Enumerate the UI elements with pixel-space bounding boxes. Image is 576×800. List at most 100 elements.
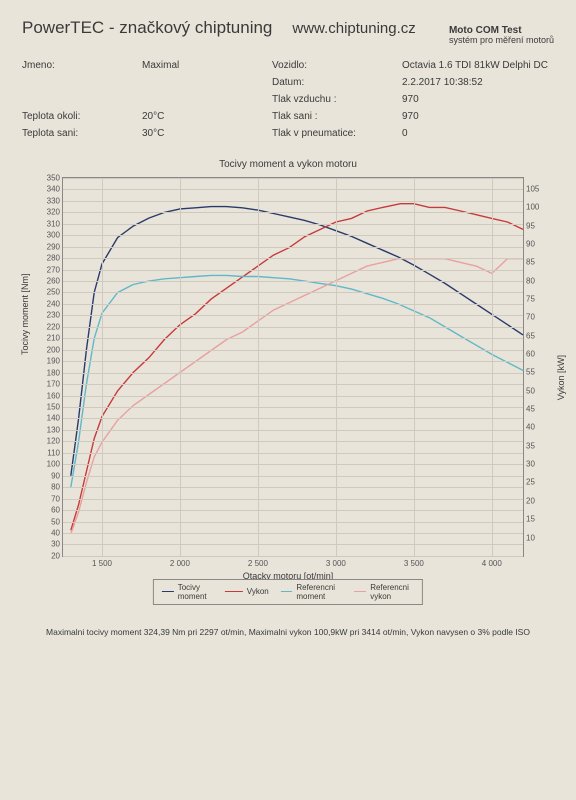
- ytick-left: 350: [47, 173, 63, 182]
- ytick-left: 70: [51, 494, 63, 503]
- legend-label: Vykon: [247, 587, 269, 596]
- ytick-left: 160: [47, 391, 63, 400]
- legend-swatch: [353, 591, 366, 592]
- y-axis-left-label: Tocivy moment [Nm]: [20, 273, 30, 355]
- ytick-left: 250: [47, 288, 63, 297]
- ytick-left: 190: [47, 357, 63, 366]
- value-teplota-okoli: 20°C: [142, 111, 272, 122]
- label-teplota-okoli: Teplota okoli:: [22, 111, 142, 122]
- plot-area: 2030405060708090100110120130140150160170…: [62, 177, 524, 557]
- series-vykon: [71, 204, 523, 531]
- ytick-right: 70: [523, 313, 535, 322]
- ytick-left: 240: [47, 299, 63, 308]
- xtick: 4 000: [482, 556, 502, 568]
- ytick-left: 110: [47, 448, 63, 457]
- value-tlak-vzduchu: 970: [402, 94, 554, 105]
- ytick-right: 105: [523, 184, 539, 193]
- label-tlak-vzduchu: Tlak vzduchu :: [272, 94, 402, 105]
- label-jmeno: Jmeno:: [22, 60, 142, 71]
- label-datum: Datum:: [272, 77, 402, 88]
- legend-item: Referencni vykon: [353, 583, 414, 601]
- value-tlak-sani: 970: [402, 111, 554, 122]
- ytick-left: 140: [47, 414, 63, 423]
- app-title: PowerTEC - značkový chiptuning: [22, 18, 272, 38]
- ytick-right: 60: [523, 350, 535, 359]
- chart-title: Tocivy moment a vykon motoru: [22, 159, 554, 170]
- ytick-right: 65: [523, 331, 535, 340]
- ytick-right: 80: [523, 276, 535, 285]
- ytick-right: 75: [523, 294, 535, 303]
- ytick-left: 200: [47, 345, 63, 354]
- ytick-left: 210: [47, 334, 63, 343]
- ytick-right: 30: [523, 460, 535, 469]
- ytick-left: 90: [51, 471, 63, 480]
- xtick: 3 500: [404, 556, 424, 568]
- ytick-right: 95: [523, 221, 535, 230]
- ytick-left: 150: [47, 402, 63, 411]
- ytick-left: 230: [47, 311, 63, 320]
- ytick-right: 50: [523, 386, 535, 395]
- ytick-right: 20: [523, 496, 535, 505]
- metadata-block: Jmeno: Maximal Vozidlo: Octavia 1.6 TDI …: [0, 50, 576, 139]
- legend-label: Referencni moment: [296, 583, 341, 601]
- xtick: 3 000: [326, 556, 346, 568]
- label-teplota-sani: Teplota sani:: [22, 128, 142, 139]
- value-vozidlo: Octavia 1.6 TDI 81kW Delphi DC: [402, 60, 554, 71]
- ytick-left: 220: [47, 322, 63, 331]
- value-teplota-sani: 30°C: [142, 128, 272, 139]
- ytick-left: 50: [51, 517, 63, 526]
- header-subtitle: systém pro měření motorů: [449, 36, 554, 46]
- xtick: 2 500: [248, 556, 268, 568]
- xtick: 1 500: [92, 556, 112, 568]
- ytick-left: 340: [47, 185, 63, 194]
- ytick-right: 40: [523, 423, 535, 432]
- ytick-right: 35: [523, 441, 535, 450]
- ytick-left: 260: [47, 276, 63, 285]
- y-axis-right-label: Vykon [kW]: [556, 355, 566, 400]
- label-vozidlo: Vozidlo:: [272, 60, 402, 71]
- series-referencni-moment: [71, 275, 523, 487]
- ytick-left: 60: [51, 506, 63, 515]
- ytick-left: 320: [47, 208, 63, 217]
- legend-item: Tocivy moment: [162, 583, 213, 601]
- header: PowerTEC - značkový chiptuning www.chipt…: [0, 0, 576, 50]
- legend-item: Vykon: [225, 583, 269, 601]
- ytick-left: 170: [47, 380, 63, 389]
- ytick-right: 55: [523, 368, 535, 377]
- ytick-left: 120: [47, 437, 63, 446]
- ytick-right: 90: [523, 239, 535, 248]
- value-jmeno: Maximal: [142, 60, 272, 71]
- ytick-left: 130: [47, 425, 63, 434]
- ytick-left: 330: [47, 196, 63, 205]
- header-url: www.chiptuning.cz: [292, 20, 415, 37]
- legend: Tocivy moment Vykon Referencni moment Refer…: [153, 579, 423, 605]
- legend-swatch: [225, 591, 243, 592]
- ytick-left: 180: [47, 368, 63, 377]
- value-datum: 2.2.2017 10:38:52: [402, 77, 554, 88]
- label-tlak-pneu: Tlak v pneumatice:: [272, 128, 402, 139]
- header-right: Moto COM Test systém pro měření motorů: [449, 25, 554, 46]
- ytick-right: 85: [523, 258, 535, 267]
- legend-swatch: [162, 591, 174, 592]
- ytick-left: 270: [47, 265, 63, 274]
- legend-label: Tocivy moment: [178, 583, 213, 601]
- ytick-left: 20: [51, 551, 63, 560]
- xtick: 2 000: [170, 556, 190, 568]
- ytick-right: 10: [523, 533, 535, 542]
- ytick-left: 280: [47, 254, 63, 263]
- ytick-left: 290: [47, 242, 63, 251]
- value-tlak-pneu: 0: [402, 128, 554, 139]
- legend-item: Referencni moment: [281, 583, 342, 601]
- ytick-right: 45: [523, 405, 535, 414]
- ytick-left: 100: [47, 460, 63, 469]
- ytick-left: 300: [47, 231, 63, 240]
- ytick-left: 310: [47, 219, 63, 228]
- ytick-left: 30: [51, 540, 63, 549]
- legend-label: Referencni vykon: [370, 583, 414, 601]
- ytick-right: 25: [523, 478, 535, 487]
- ytick-right: 15: [523, 515, 535, 524]
- legend-swatch: [281, 591, 293, 592]
- ytick-left: 80: [51, 483, 63, 492]
- ytick-left: 40: [51, 528, 63, 537]
- label-tlak-sani: Tlak sani :: [272, 111, 402, 122]
